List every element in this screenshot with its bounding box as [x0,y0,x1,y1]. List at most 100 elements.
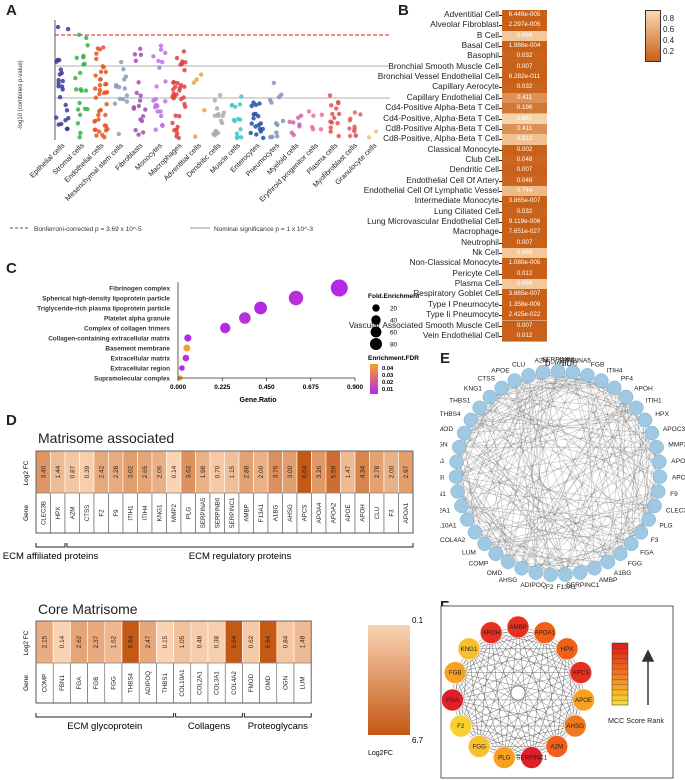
node-label: LUM [462,550,476,557]
cell-type-label: Capillary Aerocyte [432,81,499,92]
data-point [136,103,142,109]
data-point [140,130,146,135]
fc-value: 2.65 [142,465,149,478]
cell-type-label: Pericyte Cell [452,267,499,278]
data-point [180,59,185,64]
data-point [216,113,221,119]
data-point [100,64,106,69]
data-point [65,26,71,32]
data-point [212,113,217,118]
panel-label-d: D [6,412,17,429]
cell-type-label: Type Ii Pneumocyte [426,309,499,320]
data-point [248,130,253,136]
data-point [170,120,175,126]
fc-value: 2.88 [243,465,250,478]
node-label: SERPINB6 [542,357,575,364]
cell-type-label: Dendritic Cell [449,164,499,175]
term-point [239,312,251,324]
data-point [77,135,82,140]
data-point [84,35,89,41]
fc-value: 3.02 [127,465,134,478]
size-legend-dot [372,304,380,312]
data-point [74,87,79,92]
panel-c-enrichment-plot: Fibrinogen complex Spherical high-density… [37,279,420,404]
panel-b-heatmap: Adventitial Cell 6.449e-005 Alveolar Fibro… [349,9,685,369]
data-point [171,80,176,85]
data-point [104,81,109,87]
data-point [249,121,254,126]
term-label: Extracellular region [110,366,170,373]
group-label: ECM affiliated proteins [3,551,99,562]
data-point [352,110,358,115]
gene-name: APOH [359,504,366,522]
group-label: ECM glycoprotein [67,721,142,732]
cell-type-label: Lung Microvascular Endothelial Cell [367,216,499,226]
gene-name: CTSS [84,505,91,522]
network-node [494,380,509,396]
node-label: ITIH1 [646,398,662,405]
gene-name: F13A1 [258,503,265,522]
data-point [274,130,279,135]
network-node [618,389,634,405]
data-point [214,106,220,111]
hub-label: APCS [572,670,589,677]
data-point [235,134,240,139]
data-point [182,84,187,89]
data-point [96,112,101,118]
data-point [56,78,61,83]
mcc-arrow-icon [641,649,655,705]
gene-name: COL10A1 [179,669,186,697]
data-point [82,61,87,67]
data-point [194,77,199,82]
node-label: PF4 [621,375,633,382]
data-point [81,55,86,60]
data-point [103,69,109,75]
fc-value: 2.37 [93,635,100,648]
data-point [101,45,106,50]
data-point [328,129,333,134]
network-node [652,469,668,484]
data-point [327,93,333,98]
fdr-colorbar [370,364,378,394]
data-point [318,127,324,132]
node-label: APOE [491,367,510,374]
node-label: HPX [655,411,669,418]
x-tick-label: 0.675 [303,384,319,391]
data-point [104,123,109,129]
row-label-fc: Log2 FC [23,460,30,485]
data-point [156,58,161,64]
data-point [163,50,168,56]
data-point [74,55,79,60]
data-point [336,111,342,117]
fc-value: 0.48 [196,635,203,648]
data-point [104,102,109,107]
panel-a-ylabel: -log10 (combines p-value) [18,60,24,129]
data-point [138,52,144,57]
data-point [63,102,68,108]
color-legend-title: Enrichment.FDR [368,355,419,362]
data-point [97,47,103,52]
node-label: CLEC3B [666,507,685,514]
cell-type-label: Cd4-Positive, Alpha-Beta T Cell [383,112,499,123]
data-point [347,126,352,131]
network-node [649,439,664,455]
data-point [330,111,335,117]
node-label: TGFBI [440,475,444,482]
network-node [488,546,503,561]
hub-node [569,661,593,684]
gene-name: FBN1 [59,675,66,691]
data-point [237,117,243,122]
data-point [319,112,324,118]
x-tick-label: 0.450 [259,384,275,391]
data-point [93,73,98,78]
hub-label: FGG [472,743,486,750]
data-point [134,90,139,96]
panel-b-colorbar [645,10,661,62]
fc-value: 0.15 [162,635,169,648]
fc-value: 2.06 [156,465,163,478]
gene-name: COL4A2 [231,671,238,695]
network-node [565,364,581,380]
row-label-gene: Gene [23,505,30,521]
node-label: F13A1 [557,584,577,591]
